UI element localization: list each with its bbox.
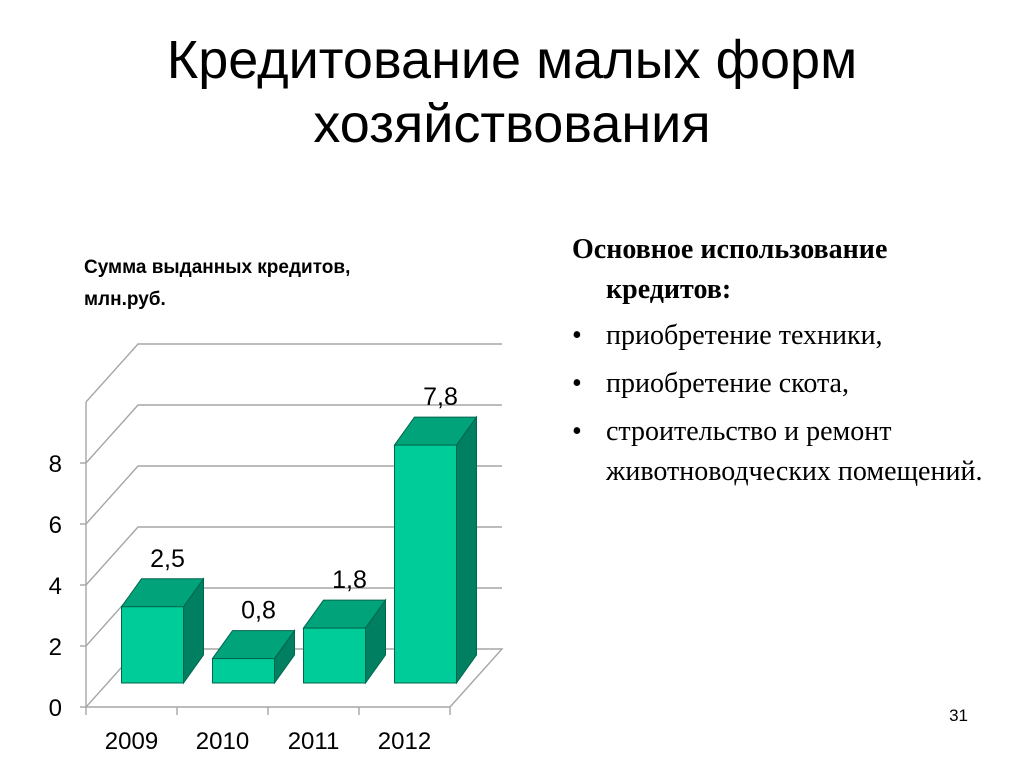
gridline: [85, 343, 502, 403]
y-tick-label: 0: [49, 695, 62, 722]
usage-item-text: приобретение скота,: [606, 368, 849, 399]
usage-item-3: • строительство и ремонт животноводчески…: [572, 412, 992, 492]
x-tick-label: 2010: [196, 728, 249, 755]
usage-heading: Основное использование кредитов:: [572, 234, 888, 305]
gridline: [85, 465, 502, 525]
y-tick-label: 4: [49, 573, 62, 600]
gridline: [85, 404, 502, 464]
bar: [303, 627, 366, 684]
usage-panel: Основное использование кредитов: • приоб…: [572, 230, 992, 500]
chart-title-line-2: млн.руб.: [84, 289, 166, 310]
chart-title-line-1: Сумма выданных кредитов,: [84, 257, 351, 278]
bar-value-label: 1,8: [332, 566, 367, 594]
bar: [212, 658, 275, 684]
bar-side: [456, 415, 477, 685]
x-tick-label: 2009: [105, 728, 158, 755]
slide-title: Кредитование малых форм хозяйствования: [0, 28, 1024, 156]
bar-value-label: 7,8: [423, 383, 458, 411]
bullet-icon: •: [572, 368, 582, 399]
x-tick-label: 2012: [378, 728, 431, 755]
usage-item-text: строительство и ремонт животноводческих …: [606, 416, 983, 487]
bar: [121, 606, 184, 684]
bullet-icon: •: [572, 416, 582, 447]
gridline: [85, 526, 502, 586]
usage-list: • приобретение техники, • приобретение с…: [572, 316, 992, 492]
slide-title-line-2: хозяйствования: [313, 94, 711, 154]
bar-value-label: 2,5: [150, 545, 185, 573]
usage-item-1: • приобретение техники,: [572, 316, 992, 356]
y-tick-label: 6: [49, 512, 62, 539]
chart-title: Сумма выданных кредитов, млн.руб.: [84, 252, 484, 316]
y-tick-label: 2: [49, 634, 62, 661]
y-tick-label: 8: [49, 451, 62, 478]
usage-item-text: приобретение техники,: [606, 320, 883, 351]
page-number: 31: [949, 706, 968, 725]
bar-value-label: 0,8: [241, 597, 276, 625]
chart-floor: [84, 648, 504, 708]
bullet-icon: •: [572, 320, 582, 351]
x-tick-label: 2011: [288, 728, 340, 755]
slide-title-line-1: Кредитование малых форм: [166, 30, 858, 90]
usage-item-2: • приобретение скота,: [572, 364, 992, 404]
bar: [394, 444, 457, 684]
